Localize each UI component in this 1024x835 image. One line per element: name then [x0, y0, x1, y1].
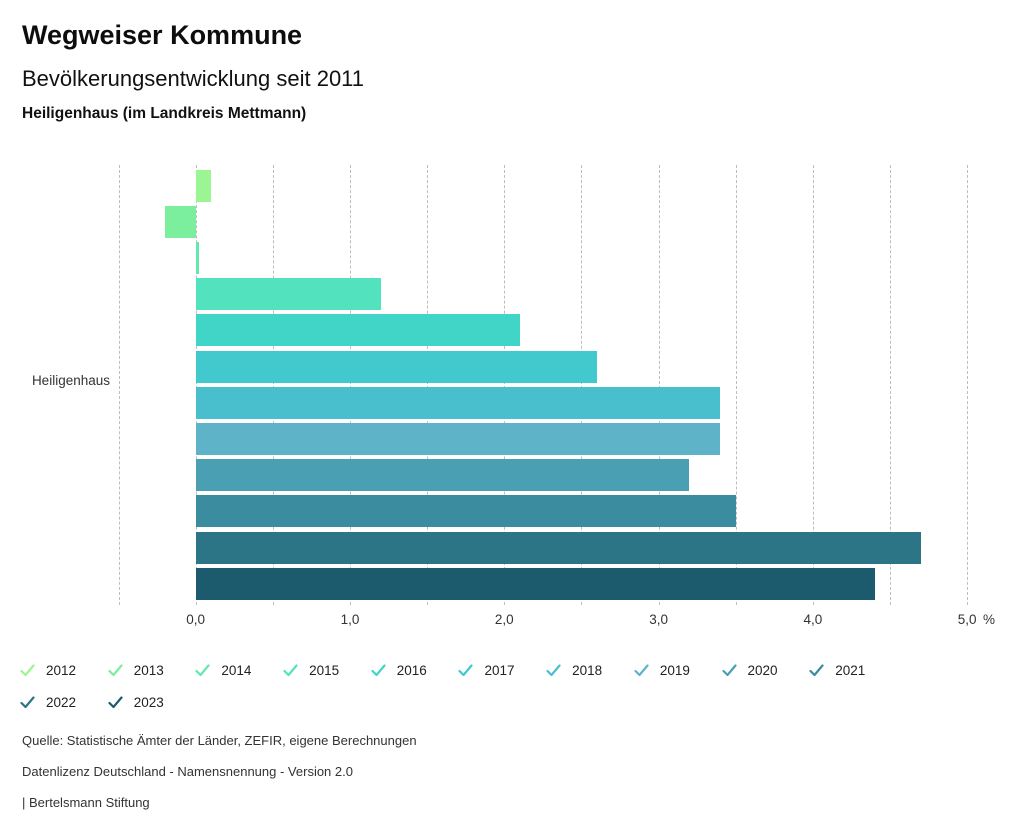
legend-year-label: 2021	[835, 662, 866, 678]
legend-year-label: 2015	[309, 662, 340, 678]
x-tick-label: 5,0	[957, 612, 977, 627]
bar-2021[interactable]	[195, 495, 736, 528]
legend-year-label: 2012	[46, 662, 77, 678]
x-axis-unit-label: %	[983, 612, 996, 627]
bar-2019[interactable]	[195, 422, 721, 455]
gridline	[195, 165, 197, 605]
legend-item-2023[interactable]: 2023	[108, 686, 196, 718]
bar-2012[interactable]	[195, 169, 212, 202]
check-icon	[371, 663, 386, 676]
chart-region-label: Heiligenhaus (im Landkreis Mettmann)	[22, 105, 307, 122]
legend-year-label: 2023	[133, 694, 164, 710]
legend-year-label: 2016	[396, 662, 427, 678]
gridline	[272, 165, 274, 605]
check-icon	[108, 663, 123, 676]
bar-2017[interactable]	[195, 350, 597, 383]
page-title: Wegweiser Kommune	[22, 20, 303, 50]
x-tick-label: 4,0	[803, 612, 823, 627]
y-axis-category-label: Heiligenhaus	[31, 373, 110, 388]
bar-2013[interactable]	[164, 205, 196, 238]
gridline	[350, 165, 351, 605]
gridline	[581, 165, 583, 605]
legend-year-label: 2019	[659, 662, 690, 678]
bar-2015[interactable]	[195, 278, 381, 311]
bar-2023[interactable]	[195, 567, 875, 600]
legend-item-2015[interactable]: 2015	[283, 654, 371, 686]
bar-2014[interactable]	[195, 241, 199, 274]
legend-year-label: 2018	[572, 662, 603, 678]
legend-item-2016[interactable]: 2016	[371, 654, 459, 686]
footer-source: Quelle: Statistische Ämter der Länder, Z…	[22, 733, 417, 748]
check-icon	[195, 663, 210, 676]
gridline	[427, 165, 429, 605]
x-tick-label: 3,0	[649, 612, 668, 627]
chart-subtitle: Bevölkerungsentwicklung seit 2011	[22, 66, 365, 91]
bar-2018[interactable]	[195, 386, 721, 419]
bar-2020[interactable]	[195, 459, 690, 492]
legend-item-2020[interactable]: 2020	[721, 654, 810, 686]
check-icon	[20, 663, 35, 676]
check-icon	[634, 663, 649, 676]
gridline	[658, 165, 660, 605]
legend-year-label: 2013	[133, 662, 164, 678]
x-tick-label: 1,0	[340, 612, 360, 627]
check-icon	[721, 663, 737, 676]
check-icon	[108, 695, 123, 708]
gridline	[812, 165, 814, 605]
check-icon	[20, 695, 35, 708]
gridline	[890, 165, 892, 605]
bar-2016[interactable]	[195, 314, 520, 347]
legend: 2012 2013 2014 2015 2016 2017 2018 2019 2020 2021…	[20, 654, 920, 718]
gridline	[118, 165, 120, 605]
footer-license: Datenlizenz Deutschland - Namensnennung …	[22, 764, 353, 779]
gridline	[735, 165, 737, 605]
bar-2022[interactable]	[195, 531, 921, 564]
x-tick-label: 0,0	[186, 612, 206, 627]
gridline	[504, 165, 506, 605]
footer-attribution: | Bertelsmann Stiftung	[22, 795, 150, 810]
legend-year-label: 2022	[46, 694, 77, 710]
legend-item-2018[interactable]: 2018	[546, 654, 634, 686]
plot-area	[118, 165, 970, 605]
legend-item-2022[interactable]: 2022	[20, 686, 108, 718]
gridline	[967, 165, 969, 605]
x-tick-label: 2,0	[494, 612, 514, 627]
check-icon	[809, 663, 824, 676]
legend-item-2019[interactable]: 2019	[634, 654, 722, 686]
check-icon	[283, 663, 298, 676]
legend-item-2013[interactable]: 2013	[108, 654, 196, 686]
legend-year-label: 2020	[747, 662, 778, 678]
legend-year-label: 2014	[221, 662, 252, 678]
legend-item-2012[interactable]: 2012	[20, 654, 108, 686]
legend-year-label: 2017	[484, 662, 515, 678]
legend-item-2014[interactable]: 2014	[195, 654, 283, 686]
legend-item-2017[interactable]: 2017	[458, 654, 546, 686]
check-icon	[458, 663, 474, 676]
legend-item-2021[interactable]: 2021	[809, 654, 897, 686]
check-icon	[546, 663, 561, 676]
